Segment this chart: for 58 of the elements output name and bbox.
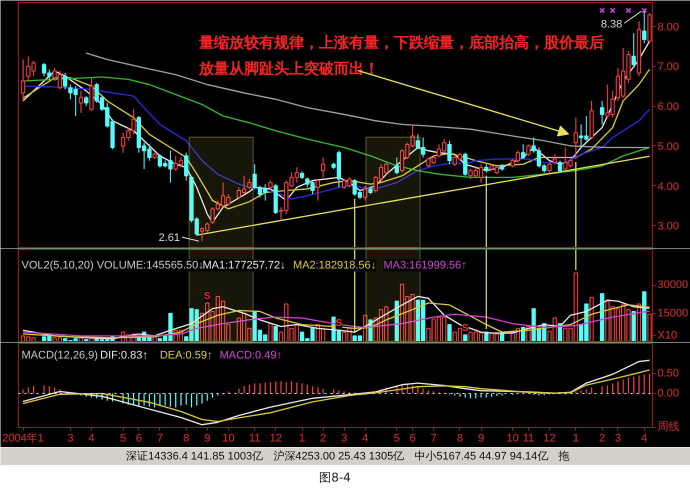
- x-tick-label: 9: [204, 432, 210, 444]
- text: 沪深4253.00 25.43 1305亿: [273, 450, 404, 462]
- x-tick-label: 3: [67, 432, 74, 444]
- x-tick-label: 10: [506, 432, 519, 444]
- x-tick-label: 5: [120, 432, 126, 444]
- legend-title: MACD(12,26,9): [22, 350, 98, 362]
- x-tick-label: 9: [478, 432, 484, 444]
- series-label: MACD:0.49↑: [220, 350, 282, 362]
- x-tick-label: 3: [614, 432, 621, 444]
- text: 图8-4: [319, 470, 351, 484]
- text: DIF:0.83↑: [100, 350, 148, 362]
- text: 拖: [557, 450, 570, 462]
- text: MA2:182918.56↓: [292, 260, 376, 272]
- x-tick-label: 2: [599, 432, 606, 444]
- x-tick-label: 6: [410, 432, 416, 444]
- x-tick-label: 8: [456, 432, 464, 444]
- x-tick-label: 10: [222, 432, 234, 444]
- y-tick-label: 8.00: [658, 21, 679, 34]
- annotation: 8.38: [600, 18, 622, 30]
- x-tick-label: 1: [572, 432, 579, 444]
- y-tick-label: 3.00: [658, 220, 679, 233]
- x-tick-label: 5: [394, 432, 400, 444]
- x-tick-label: 3: [341, 432, 348, 444]
- annotation: S: [462, 322, 469, 334]
- x-tick-label: 11: [522, 432, 534, 444]
- legend-title: VOL2(5,10,20) VOLUME:145565.50↓: [22, 260, 204, 272]
- x-tick-label: 4: [641, 432, 648, 444]
- text: DEA:0.59↑: [160, 350, 212, 362]
- x-tick-label: 2: [320, 432, 326, 444]
- annotation: 2.61: [158, 232, 180, 244]
- x-tick-label: 6: [136, 432, 142, 444]
- y-tick-label: 6.00: [658, 101, 679, 114]
- x-tick-label: 7: [156, 432, 163, 444]
- x-tick-label: 11: [248, 432, 260, 444]
- x-tick-label: 4: [362, 432, 368, 444]
- annotation: S: [336, 318, 343, 330]
- text: 中小5167.45 44.97 94.14亿: [414, 450, 548, 462]
- y-tick-label: 7.00: [658, 61, 679, 74]
- annotation: 量缩放较有规律，上涨有量，下跌缩量，底部抬高，股价最后放量从脚趾头上突破而出！: [198, 34, 604, 78]
- y-axis-title: X10: [658, 330, 678, 342]
- y-tick-label: 0.00: [658, 388, 679, 400]
- y-tick-label: 15000: [658, 307, 688, 320]
- x-tick-label: 8: [183, 432, 190, 444]
- y-tick-label: 4.00: [658, 180, 679, 193]
- y-tick-label: 30000: [658, 279, 688, 292]
- text: MA3:161999.56↑: [383, 260, 467, 272]
- x-tick-label: 12: [270, 432, 282, 444]
- y-tick-label: 0.50: [658, 368, 679, 380]
- x-tick-label: 12: [543, 432, 556, 444]
- text: 周线: [658, 420, 680, 433]
- x-tick-label: 7: [430, 432, 437, 444]
- x-tick-label: 2004年1: [2, 432, 44, 444]
- y-tick-label: 5.00: [658, 140, 679, 153]
- x-tick-label: 4: [88, 432, 95, 444]
- text: MA1:177257.72↓: [202, 260, 286, 272]
- text: 深证14336.4 141.85 1003亿: [126, 450, 264, 462]
- x-tick-label: 1: [298, 432, 306, 444]
- annotation: S: [204, 291, 211, 302]
